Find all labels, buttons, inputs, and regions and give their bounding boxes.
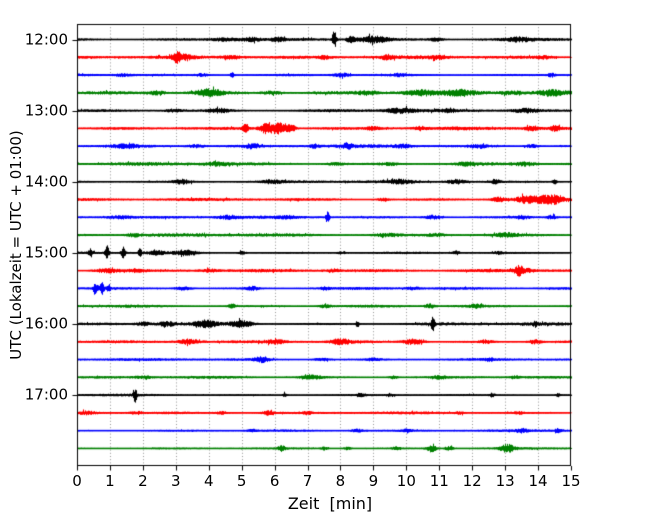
x-tick-label: 2 (138, 472, 148, 490)
x-tick-label: 10 (396, 472, 416, 490)
y-tick-label: 16:00 (24, 314, 68, 333)
y-tick-label: 13:00 (24, 101, 68, 120)
x-axis-label: Zeit [min] (287, 494, 373, 513)
x-tick-label: 5 (236, 472, 247, 490)
x-tick-label: 6 (269, 472, 280, 490)
x-tick-label: 14 (528, 472, 548, 490)
y-axis-label: UTC (Lokalzeit = UTC + 01:00) (7, 130, 25, 360)
x-tick-label: 1 (105, 472, 115, 490)
x-tick-label: 8 (335, 472, 346, 490)
y-tick-label: 14:00 (24, 172, 68, 191)
x-tick-label: 12 (462, 472, 482, 490)
x-tick-label: 4 (203, 472, 214, 490)
x-tick-label: 11 (429, 472, 449, 490)
x-tick-label: 15 (561, 472, 581, 490)
y-tick-label: 12:00 (24, 30, 68, 49)
x-tick-label: 3 (171, 472, 181, 490)
x-tick-label: 7 (302, 472, 313, 490)
y-tick-label: 17:00 (24, 385, 68, 404)
y-tick-label: 15:00 (24, 243, 68, 262)
x-tick-label: 9 (368, 472, 379, 490)
x-tick-label: 0 (72, 472, 82, 490)
x-tick-label: 13 (495, 472, 515, 490)
